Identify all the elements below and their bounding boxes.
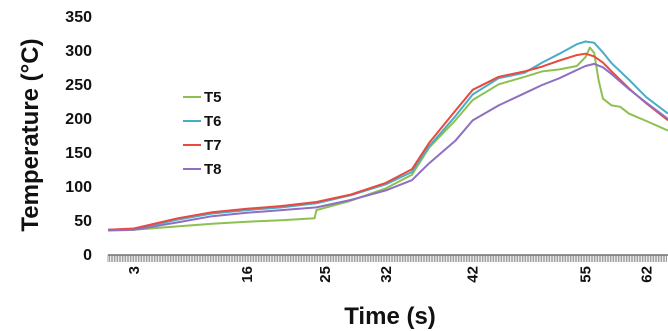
y-axis-title: Temperature (°C) [17,38,44,231]
y-tick-label: 0 [83,247,92,264]
y-tick-label: 350 [65,9,92,26]
series-line-t7 [107,52,668,231]
legend-label-t8: T8 [204,161,222,178]
x-tick-label: 62 [638,266,655,283]
series-line-t5 [108,46,668,231]
series-line-t8 [107,62,668,232]
y-tick-label: 250 [65,77,92,94]
y-axis: 0 50 100 150 200 250 300 350 [65,9,92,264]
plot-lines [107,40,668,232]
legend-label-t7: T7 [204,137,222,154]
y-tick-label: 50 [74,213,92,230]
legend-label-t5: T5 [204,89,222,106]
x-tick-label: 55 [578,266,595,283]
y-tick-label: 300 [65,43,92,60]
y-tick-label: 200 [65,111,92,128]
x-tick-label: 42 [465,266,482,283]
x-tick-label: 25 [317,266,334,283]
x-axis: 3 16 25 32 42 55 62 [107,254,668,283]
y-tick-label: 100 [65,179,92,196]
legend: T5 T6 T7 T8 [183,89,222,178]
legend-label-t6: T6 [204,113,222,130]
x-tick-label: 3 [126,266,143,274]
y-tick-label: 150 [65,145,92,162]
x-tick-label: 32 [378,266,395,283]
series-line-t6 [107,40,668,231]
x-axis-title: Time (s) [344,303,436,330]
x-tick-label: 16 [239,266,256,283]
